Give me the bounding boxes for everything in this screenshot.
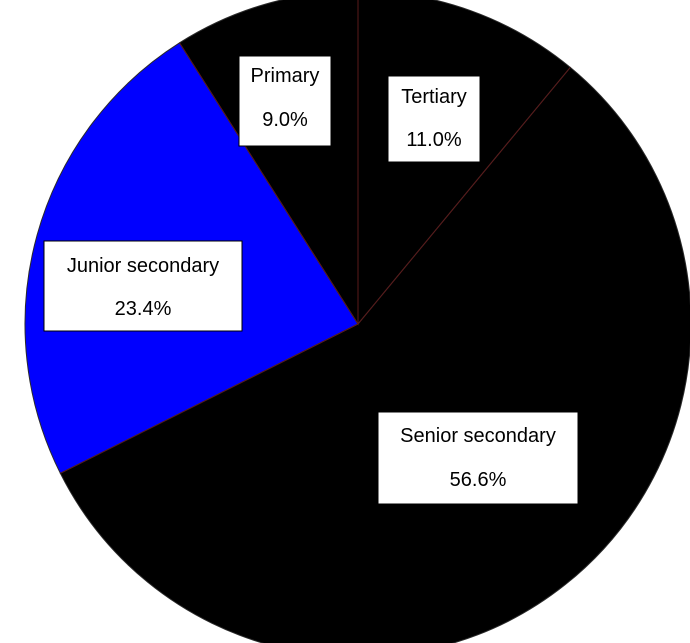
label-value-senior-secondary: 56.6% [450, 469, 507, 491]
label-junior-secondary: Junior secondary 23.4% [43, 240, 243, 332]
label-box-tertiary [387, 75, 481, 163]
label-name-senior-secondary: Senior secondary [400, 425, 556, 447]
label-name-tertiary: Tertiary [401, 86, 467, 108]
label-value-tertiary: 11.0% [406, 129, 461, 151]
label-box-primary [238, 55, 332, 147]
label-tertiary: Tertiary 11.0% [387, 75, 481, 163]
label-value-junior-secondary: 23.4% [115, 298, 172, 320]
label-primary: Primary 9.0% [238, 55, 332, 147]
label-box-junior-secondary [43, 240, 243, 332]
label-value-primary: 9.0% [262, 109, 308, 131]
label-box-senior-secondary [377, 411, 579, 505]
label-name-junior-secondary: Junior secondary [67, 255, 219, 277]
pie-separator-primary [179, 42, 359, 325]
pie-separator-senior-secondary [357, 67, 571, 325]
label-senior-secondary: Senior secondary 56.6% [377, 411, 579, 505]
pie-separator-junior-secondary [60, 323, 359, 474]
label-name-primary: Primary [251, 65, 320, 87]
pie-labels: Tertiary 11.0% Senior secondary 56.6% Ju… [43, 55, 579, 505]
